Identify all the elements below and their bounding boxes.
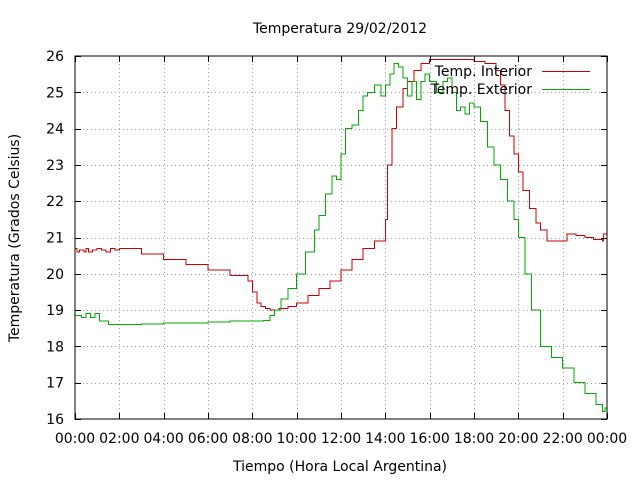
series-lines [75, 59, 607, 413]
y-tick-label: 16 [46, 412, 64, 428]
y-axis-tick-labels: 16 17 18 19 20 21 22 23 24 25 26 [46, 49, 64, 428]
series-line-temp-exterior [75, 62, 607, 413]
x-tick-label: 00:00 [587, 431, 627, 447]
y-tick-label: 23 [46, 158, 64, 174]
x-tick-label: 10:00 [276, 431, 316, 447]
y-tick-label: 22 [46, 194, 64, 210]
grid [75, 56, 607, 419]
x-tick-label: 18:00 [454, 431, 494, 447]
legend-label-temp-exterior: Temp. Exterior [430, 82, 533, 98]
x-tick-label: 00:00 [55, 431, 95, 447]
x-axis-label: Tiempo (Hora Local Argentina) [232, 459, 447, 475]
chart-title: Temperatura 29/02/2012 [252, 21, 427, 37]
series-line-temp-interior [75, 59, 607, 311]
y-axis-label: Temperatura (Grados Celsius) [7, 134, 23, 343]
y-tick-label: 21 [46, 231, 64, 247]
y-tick-label: 26 [46, 49, 64, 65]
x-tick-label: 02:00 [99, 431, 139, 447]
y-tick-label: 18 [46, 339, 64, 355]
legend: Temp. Interior Temp. Exterior [430, 64, 590, 98]
x-tick-label: 12:00 [321, 431, 361, 447]
y-tick-label: 17 [46, 376, 64, 392]
y-tick-label: 20 [46, 267, 64, 283]
x-tick-label: 22:00 [542, 431, 582, 447]
x-axis-tick-labels: 00:00 02:00 04:00 06:00 08:00 10:00 12:00 14:00… [55, 431, 627, 447]
legend-label-temp-interior: Temp. Interior [434, 64, 533, 80]
x-tick-label: 16:00 [409, 431, 449, 447]
x-tick-label: 06:00 [188, 431, 228, 447]
x-tick-label: 14:00 [365, 431, 405, 447]
y-tick-label: 25 [46, 85, 64, 101]
x-tick-label: 08:00 [232, 431, 272, 447]
y-tick-label: 19 [46, 303, 64, 319]
axis-ticks [75, 56, 608, 420]
y-tick-label: 24 [46, 122, 64, 138]
x-tick-label: 04:00 [143, 431, 183, 447]
x-tick-label: 20:00 [498, 431, 538, 447]
